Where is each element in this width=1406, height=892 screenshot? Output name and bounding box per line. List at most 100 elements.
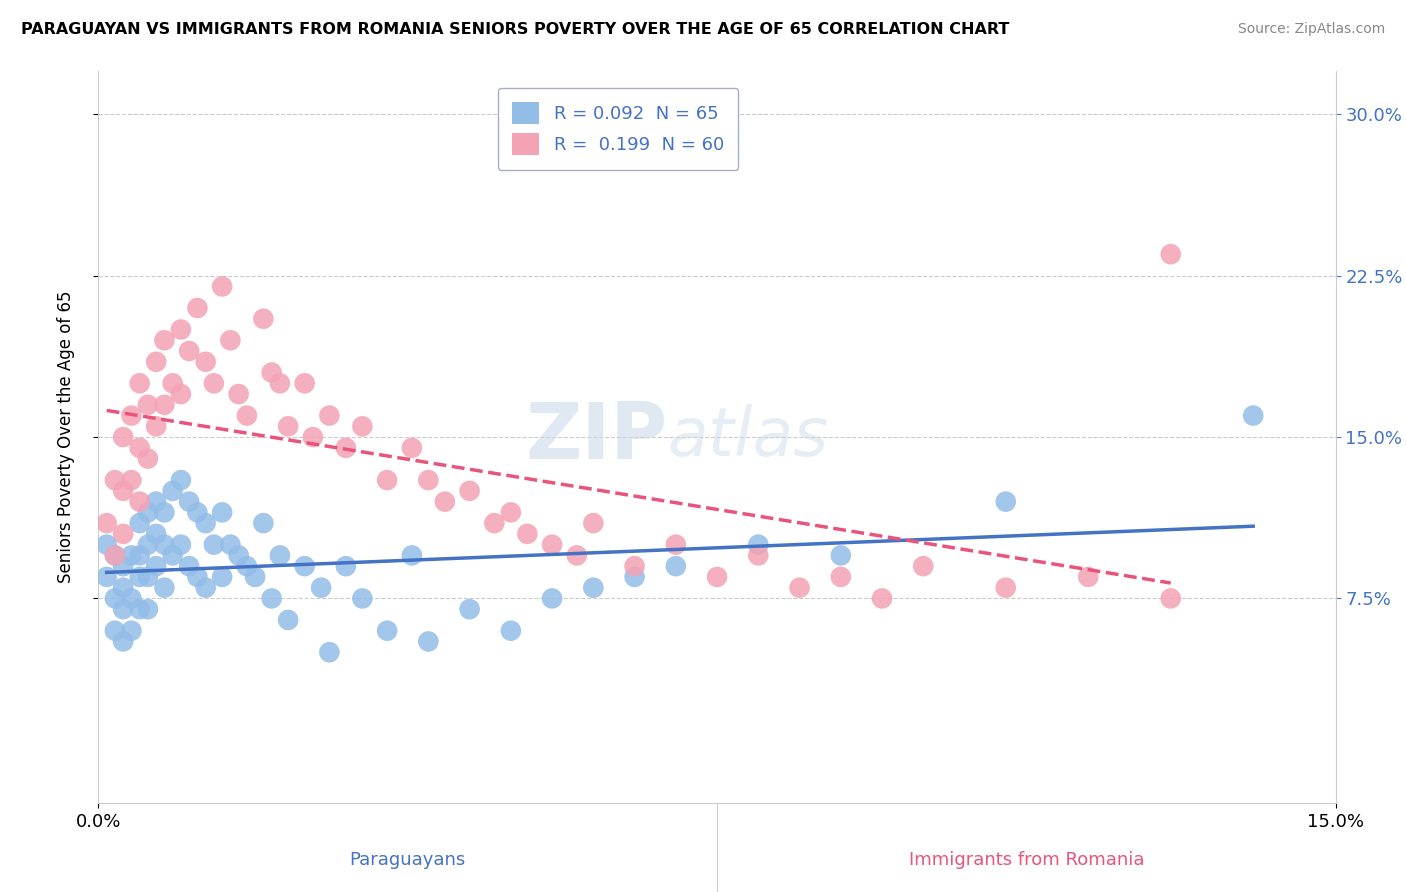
Point [162,483,184,498]
Point [309,581,332,595]
Point [260,366,283,380]
Point [352,419,374,434]
Point [128,570,150,584]
Point [665,538,688,552]
Point [665,559,688,574]
Point [186,301,208,315]
Point [120,624,142,638]
Point [994,581,1017,595]
Point [96,516,118,530]
Point [294,376,316,391]
Point [112,602,135,616]
Point [252,516,274,530]
Point [170,473,193,487]
Point [706,570,728,584]
Point [128,602,150,616]
Point [162,549,184,563]
Point [145,419,167,434]
Point [541,538,564,552]
Point [1160,247,1182,261]
Point [136,505,159,519]
Point [153,505,176,519]
Text: atlas: atlas [668,404,828,470]
Point [418,634,440,648]
Point [277,419,299,434]
Point [294,559,316,574]
Point [153,538,176,552]
Point [243,570,266,584]
Point [1077,570,1099,584]
Point [277,613,299,627]
Point [623,559,645,574]
Point [128,516,150,530]
Point [128,549,150,563]
Point [186,505,208,519]
Point [145,527,167,541]
Point [236,409,259,423]
Point [302,430,325,444]
Point [179,494,201,508]
Point [219,333,242,347]
Point [433,494,456,508]
Point [211,570,233,584]
Point [747,549,769,563]
Point [375,473,398,487]
Point [484,516,506,530]
Point [202,538,225,552]
Point [335,441,357,455]
Point [269,549,291,563]
Point [170,387,193,401]
Point [120,409,142,423]
Point [128,441,150,455]
Point [211,279,233,293]
Point [136,538,159,552]
Point [120,473,142,487]
Point [541,591,564,606]
Point [335,559,357,574]
Point [458,483,481,498]
Point [202,376,225,391]
Point [194,581,217,595]
Point [260,591,283,606]
Point [128,494,150,508]
Text: ZIP: ZIP [526,399,668,475]
Point [211,505,233,519]
Point [136,451,159,466]
Point [499,624,522,638]
Point [1160,591,1182,606]
Point [179,344,201,359]
Text: Immigrants from Romania: Immigrants from Romania [908,851,1144,869]
Point [318,645,340,659]
Point [228,387,250,401]
Point [145,559,167,574]
Point [162,376,184,391]
Point [870,591,893,606]
Point [112,430,135,444]
Point [830,570,852,584]
Point [136,570,159,584]
Point [136,398,159,412]
Point [104,591,127,606]
Point [194,355,217,369]
Point [747,538,769,552]
Point [120,549,142,563]
Point [516,527,538,541]
Text: Paraguayans: Paraguayans [350,851,465,869]
Point [418,473,440,487]
Point [96,570,118,584]
Point [120,591,142,606]
Point [194,516,217,530]
Point [228,549,250,563]
Point [499,505,522,519]
Text: PARAGUAYAN VS IMMIGRANTS FROM ROMANIA SENIORS POVERTY OVER THE AGE OF 65 CORRELA: PARAGUAYAN VS IMMIGRANTS FROM ROMANIA SE… [21,22,1010,37]
Point [112,581,135,595]
Y-axis label: Seniors Poverty Over the Age of 65: Seniors Poverty Over the Age of 65 [56,291,75,583]
Point [401,441,423,455]
Point [153,333,176,347]
Point [104,549,127,563]
Point [830,549,852,563]
Point [145,355,167,369]
Point [252,311,274,326]
Point [401,549,423,563]
Point [375,624,398,638]
